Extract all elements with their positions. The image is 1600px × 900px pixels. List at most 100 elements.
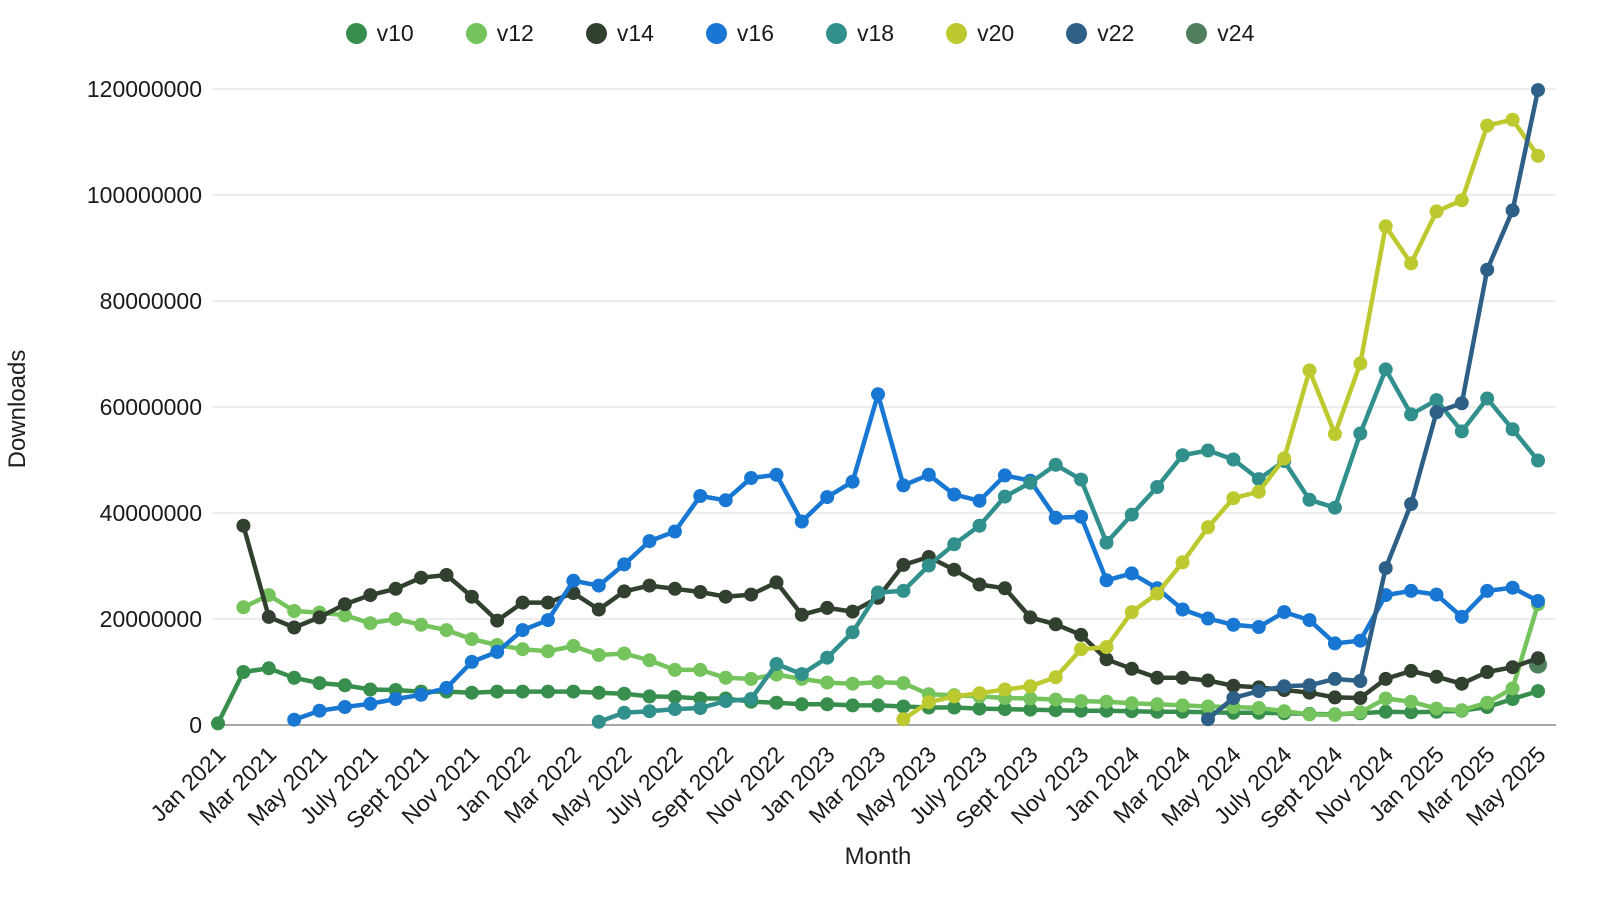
data-point-v12 [617, 646, 632, 661]
legend-item-v16[interactable]: v16 [705, 20, 774, 46]
data-point-v10 [1074, 703, 1089, 718]
legend-item-v22[interactable]: v22 [1066, 22, 1134, 45]
legend-color-dot-v18 [826, 23, 847, 44]
legend-color-dot-v20 [946, 23, 968, 44]
data-point-v16 [1251, 620, 1266, 634]
legend-label-v14: v14 [616, 20, 654, 46]
data-point-v22 [1251, 684, 1266, 699]
data-point-v10 [845, 698, 860, 713]
data-point-v18 [769, 657, 784, 671]
data-point-v14 [1048, 617, 1063, 632]
data-point-v20 [921, 695, 936, 710]
data-point-v22 [1302, 678, 1317, 693]
data-point-v20 [997, 682, 1012, 697]
data-point-v16 [1480, 583, 1495, 598]
data-point-v16 [921, 467, 936, 482]
data-point-v20 [1378, 219, 1393, 234]
data-point-v20 [1150, 586, 1165, 601]
data-point-v10 [1404, 705, 1419, 720]
data-point-v10 [997, 702, 1012, 717]
data-point-v12 [693, 662, 708, 677]
data-point-v14 [388, 581, 403, 596]
data-point-v20 [1124, 605, 1139, 620]
data-point-v16 [617, 557, 632, 572]
data-point-v16 [363, 696, 378, 711]
legend-item-v20[interactable]: v20 [946, 22, 1014, 45]
data-point-v18 [1505, 422, 1520, 437]
legend-item-v10[interactable]: v10 [345, 22, 414, 45]
data-point-v14 [997, 581, 1012, 596]
data-point-v12 [744, 671, 759, 686]
data-point-v10 [363, 682, 378, 697]
data-point-v18 [1251, 472, 1266, 487]
data-point-v18 [997, 489, 1012, 504]
data-point-v10 [617, 686, 632, 701]
data-point-v14 [1353, 691, 1368, 705]
data-point-v12 [1150, 697, 1165, 712]
data-point-v16 [642, 534, 657, 549]
y-tick-label: 80000000 [100, 288, 202, 314]
data-point-v16 [744, 471, 759, 485]
data-point-v20 [1302, 363, 1317, 378]
data-point-v16 [1302, 613, 1317, 628]
data-point-v22 [1454, 396, 1469, 411]
data-point-v20 [1251, 484, 1266, 499]
data-point-v16 [566, 573, 581, 588]
data-point-v20 [1277, 451, 1292, 466]
data-point-v20 [1429, 204, 1444, 219]
data-point-v12 [820, 675, 835, 690]
data-point-v14 [1074, 627, 1089, 642]
data-point-v14 [464, 589, 479, 604]
data-point-v18 [896, 583, 911, 598]
data-point-v10 [642, 689, 657, 704]
data-point-v12 [871, 675, 885, 690]
data-point-v16 [388, 692, 403, 706]
data-point-v16 [769, 467, 784, 482]
data-point-v22 [1277, 679, 1292, 694]
data-point-v20 [1048, 670, 1063, 685]
legend-item-v18[interactable]: v18 [826, 22, 894, 45]
data-point-v18 [1124, 507, 1139, 522]
data-point-v12 [1404, 694, 1419, 709]
data-point-v14 [744, 587, 759, 602]
data-point-v16 [439, 680, 454, 695]
data-point-v22 [1404, 497, 1419, 511]
data-point-v18 [1480, 391, 1495, 406]
data-point-v16 [845, 474, 860, 489]
data-point-v12 [414, 617, 429, 632]
data-point-v14 [591, 602, 606, 617]
data-point-v14 [541, 595, 555, 610]
legend-item-v24[interactable]: v24 [1186, 22, 1254, 45]
data-point-v14 [515, 595, 530, 610]
data-point-v12 [566, 639, 581, 653]
data-point-v12 [1353, 705, 1368, 720]
data-point-v16 [490, 644, 505, 659]
data-point-v18 [1378, 362, 1393, 377]
legend-item-v14[interactable]: v14 [585, 20, 654, 46]
data-point-v10 [667, 689, 682, 704]
data-point-v12 [541, 644, 555, 659]
data-point-v16 [997, 468, 1012, 483]
data-point-v10 [490, 684, 505, 699]
data-point-v22 [1378, 561, 1393, 576]
data-point-v14 [845, 604, 860, 619]
data-point-v18 [794, 667, 809, 682]
data-point-v20 [1327, 427, 1342, 441]
data-point-v12 [642, 653, 657, 668]
data-point-v14 [1201, 673, 1215, 688]
data-point-v16 [464, 654, 479, 669]
data-point-v12 [1074, 694, 1089, 709]
data-point-v16 [287, 712, 302, 727]
data-point-v10 [1048, 703, 1063, 718]
data-point-v10 [591, 685, 606, 700]
legend-item-v12[interactable]: v12 [465, 22, 534, 45]
data-point-v16 [871, 387, 885, 402]
data-point-v10 [896, 699, 911, 714]
data-point-v18 [1531, 453, 1545, 468]
data-point-v16 [1277, 605, 1292, 620]
data-point-v14 [1480, 665, 1495, 679]
data-point-v20 [1505, 112, 1520, 127]
data-point-v14 [287, 620, 302, 635]
legend-label-v16: v16 [736, 20, 774, 46]
data-point-v20 [1175, 555, 1190, 570]
